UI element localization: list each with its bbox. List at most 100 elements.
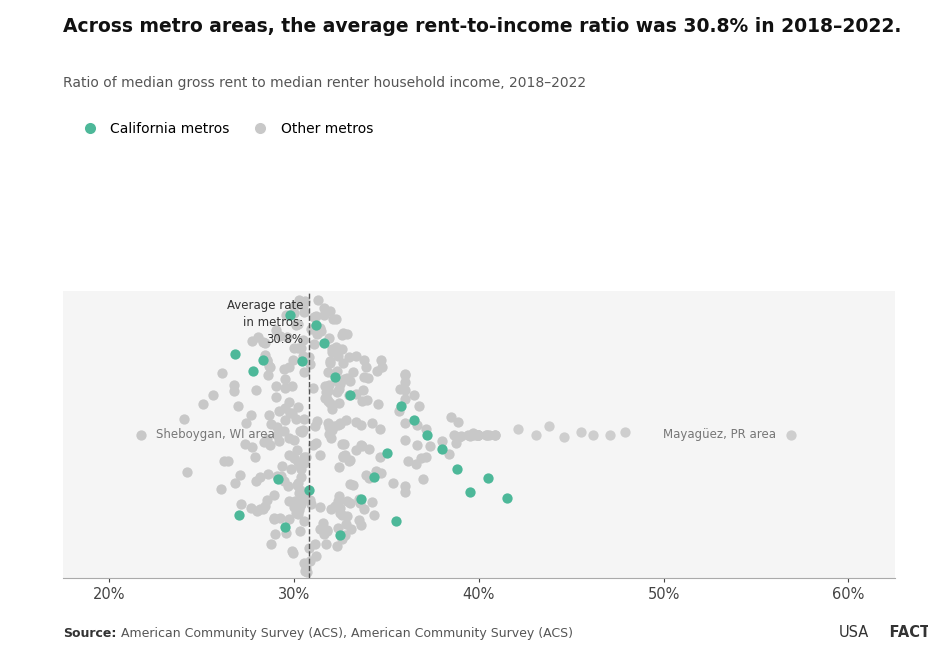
Point [349, 388, 364, 399]
Point [330, 419, 345, 430]
Point [277, 374, 292, 385]
Point [290, 505, 305, 516]
Point [311, 294, 326, 305]
Point [479, 430, 494, 440]
Point [328, 341, 342, 352]
Point [318, 525, 333, 535]
Point [353, 497, 367, 508]
Point [289, 414, 303, 424]
Point [331, 461, 346, 472]
Point [279, 332, 294, 342]
Point [268, 380, 283, 391]
Point [315, 518, 329, 528]
Point [255, 337, 270, 348]
Point [470, 430, 485, 440]
Point [331, 397, 346, 408]
Point [393, 401, 408, 411]
Point [480, 473, 495, 483]
Point [294, 458, 309, 469]
Point [277, 403, 292, 414]
Point [388, 516, 403, 526]
Point [309, 322, 324, 332]
Point [379, 448, 393, 459]
Point [332, 419, 347, 430]
Point [245, 335, 260, 346]
Point [281, 496, 296, 506]
Point [295, 427, 310, 438]
Point [324, 425, 339, 436]
Point [353, 419, 367, 430]
Point [319, 393, 334, 404]
Point [462, 486, 477, 497]
Point [449, 464, 464, 475]
Point [248, 451, 263, 462]
Point [245, 442, 260, 453]
Point [256, 437, 271, 447]
Point [312, 502, 327, 512]
Point [335, 438, 350, 449]
Point [397, 486, 412, 497]
Point [541, 420, 556, 431]
Point [266, 490, 281, 500]
Point [285, 548, 300, 559]
Point [286, 452, 301, 463]
Point [273, 471, 288, 481]
Point [478, 430, 493, 440]
Point [317, 381, 332, 391]
Point [358, 362, 373, 372]
Point [330, 351, 345, 362]
Point [176, 414, 191, 424]
Point [295, 301, 310, 311]
Point [308, 551, 323, 561]
Point [300, 567, 315, 578]
Point [297, 307, 312, 317]
Point [409, 440, 424, 451]
Point [233, 499, 248, 510]
Point [281, 514, 296, 524]
Point [293, 471, 308, 482]
Point [283, 309, 298, 320]
Point [305, 440, 320, 450]
Point [364, 496, 379, 507]
Point [329, 541, 344, 551]
Point [226, 380, 241, 391]
Point [335, 451, 350, 461]
Point [353, 494, 367, 504]
Point [195, 399, 210, 409]
Point [316, 393, 331, 403]
Point [556, 432, 571, 443]
Point [255, 354, 270, 365]
Point [322, 398, 337, 408]
Text: Across metro areas, the average rent-to-income ratio was 30.8% in 2018–2022.: Across metro areas, the average rent-to-… [63, 17, 900, 36]
Point [334, 509, 349, 520]
Point [338, 530, 353, 541]
Point [470, 430, 484, 440]
Point [266, 512, 281, 523]
Point [310, 416, 325, 426]
Point [302, 485, 316, 495]
Point [358, 470, 373, 481]
Point [331, 491, 346, 502]
Point [345, 480, 360, 490]
Point [415, 474, 430, 485]
Point [280, 481, 295, 491]
Point [309, 311, 324, 321]
Text: Average rate
in metros:
30.8%: Average rate in metros: 30.8% [226, 299, 303, 346]
Point [277, 426, 291, 436]
Point [321, 418, 336, 428]
Point [397, 377, 412, 388]
Point [309, 329, 324, 340]
Point [453, 431, 468, 442]
Point [295, 424, 310, 435]
Point [336, 439, 351, 449]
Point [303, 359, 317, 369]
Point [284, 381, 299, 391]
Point [291, 295, 306, 305]
Point [325, 314, 340, 325]
Point [261, 469, 276, 480]
Point [257, 500, 272, 511]
Point [397, 418, 412, 428]
Point [296, 492, 311, 503]
Point [297, 295, 312, 306]
Legend: California metros, Other metros: California metros, Other metros [70, 116, 379, 141]
